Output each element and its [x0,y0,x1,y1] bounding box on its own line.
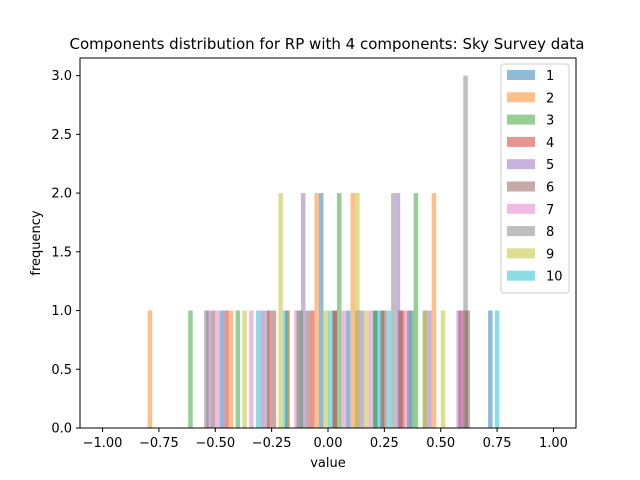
chart-title: Components distribution for RP with 4 co… [70,35,585,53]
bars-group [147,75,500,429]
bar-series-6-6 [397,310,403,428]
x-axis: −1.00 −0.75 −0.50 −0.25 0.00 0.25 0.50 0.75 1.00 [83,428,568,451]
legend-label-5: 5 [546,158,554,173]
y-tick-label: 3.0 [51,69,72,84]
legend-label-9: 9 [546,247,554,262]
x-tick-label: 0.25 [370,436,399,451]
bar-series-3-1 [188,310,193,428]
bar-series-5-4 [359,310,365,428]
x-tick-label: −0.75 [139,436,179,451]
bar-series-8-1 [204,310,209,428]
x-tick-label: −0.25 [252,436,292,451]
bar-series-6-4 [332,310,338,428]
bar-series-3-4 [337,193,342,428]
legend-swatch-10 [507,270,535,281]
legend-label-4: 4 [546,136,554,151]
x-tick-label: 0.00 [314,436,343,451]
bar-series-2-2 [228,310,234,428]
bar-series-6-1 [210,310,216,428]
bar-series-7-6 [404,310,410,428]
bar-series-2-7 [431,193,437,428]
bar-series-4-3 [309,310,315,428]
bar-series-7-3 [294,310,299,428]
y-tick-label: 2.5 [51,128,72,143]
bar-series-5-7 [456,310,462,428]
bar-series-6-5 [382,310,387,428]
bar-series-8-7 [463,75,468,429]
x-tick-label: −1.00 [83,436,123,451]
legend-label-3: 3 [546,114,554,129]
legend-swatch-6 [507,181,535,192]
bar-series-8-2 [264,310,270,428]
legend-swatch-8 [507,226,535,237]
legend-swatch-7 [507,203,535,214]
bar-series-1-7 [488,310,493,428]
bar-series-1-3 [318,193,324,428]
bar-series-7-4 [341,310,347,428]
bar-series-4-2 [267,310,272,428]
legend-swatch-2 [507,92,535,103]
bar-series-9-6 [422,310,428,428]
bar-series-5-6 [427,310,432,428]
x-tick-label: −0.50 [195,436,235,451]
legend-label-8: 8 [546,225,554,240]
bar-series-9-4 [355,193,360,428]
bar-series-10-2 [282,310,288,428]
bar-series-9-1 [242,310,247,428]
legend-label-2: 2 [546,91,554,106]
bar-series-2-1 [147,310,153,428]
bar-series-7-5 [368,310,374,428]
legend-swatch-4 [507,136,535,147]
bar-series-3-2 [235,310,241,428]
bar-series-4-6 [400,310,405,428]
bar-series-6-2 [271,310,277,428]
x-axis-label: value [310,456,346,471]
y-axis-label: frequency [29,210,44,276]
y-tick-label: 1.0 [51,304,72,319]
bar-series-10-7 [494,310,500,428]
bar-series-3-5 [373,310,378,428]
bar-series-2-5 [350,193,356,428]
bar-series-7-2 [249,310,254,428]
bar-series-5-3 [300,193,306,428]
y-tick-label: 0.5 [51,363,72,378]
bar-series-4-1 [224,310,229,428]
bar-series-1-4 [346,310,351,428]
bar-series-10-1 [255,310,261,428]
bar-series-1-1 [219,310,225,428]
y-tick-label: 0.0 [51,422,72,437]
bar-series-9-5 [364,310,369,428]
bar-series-5-2 [260,310,265,428]
legend-label-10: 10 [546,270,563,285]
x-tick-label: 0.75 [483,436,512,451]
bar-series-8-3 [296,310,301,428]
bar-series-9-7 [440,310,446,428]
x-tick-label: 1.00 [539,436,568,451]
bar-series-8-5 [391,193,396,428]
bar-series-7-1 [215,310,220,428]
y-axis: 0.0 0.5 1.0 1.5 2.0 2.5 3.0 [51,69,80,437]
bar-series-10-5 [386,310,392,428]
legend-label-1: 1 [546,69,554,84]
x-tick-label: 0.50 [426,436,455,451]
legend-label-7: 7 [546,203,554,218]
bar-series-6-3 [305,310,310,428]
legend-label-6: 6 [546,181,554,196]
legend-swatch-3 [507,114,535,125]
y-tick-label: 1.5 [51,245,72,260]
bar-series-6-7 [465,310,471,428]
bar-series-3-6 [413,193,419,428]
legend: 1 2 3 4 5 6 7 8 9 10 [500,63,570,294]
bar-series-10-6 [409,310,414,428]
bar-series-2-4 [314,193,319,428]
legend-swatch-9 [507,248,535,259]
bar-series-9-2 [278,193,283,428]
bar-series-10-4 [377,310,383,428]
bar-series-9-3 [323,310,328,428]
legend-swatch-5 [507,159,535,170]
legend-swatch-1 [507,70,535,80]
bar-series-10-3 [328,310,333,428]
y-tick-label: 2.0 [51,187,72,202]
